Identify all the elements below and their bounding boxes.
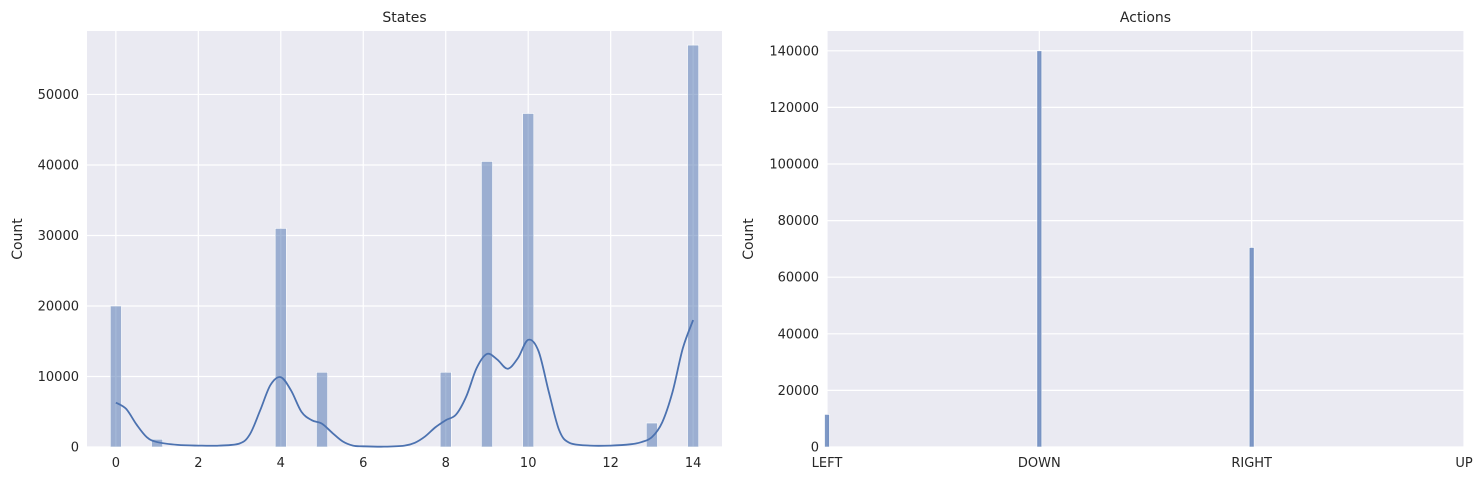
- y-tick-label: 10000: [38, 370, 79, 385]
- states-kde-line: [115, 319, 694, 448]
- actions-x-tick-labels: LEFT DOWN RIGHT UP: [812, 456, 1473, 471]
- y-tick-label: 50000: [38, 88, 79, 103]
- states-plot-area: [87, 31, 722, 447]
- states-y-axis-label: Count: [10, 218, 26, 260]
- bar: [316, 371, 328, 448]
- y-tick-label: 140000: [769, 44, 819, 59]
- x-tick-label: 2: [194, 456, 202, 471]
- y-tick-label: 120000: [769, 101, 819, 116]
- x-tick-label: 8: [442, 456, 450, 471]
- bar: [439, 371, 452, 448]
- states-y-tick-labels: 0 10000 20000 30000 40000 50000: [38, 88, 79, 456]
- x-tick-label: RIGHT: [1231, 456, 1272, 471]
- y-tick-label: 60000: [778, 271, 819, 286]
- y-tick-label: 80000: [778, 214, 819, 229]
- actions-plot-area: [827, 31, 1464, 447]
- bar: [1036, 50, 1043, 448]
- x-tick-label: LEFT: [812, 456, 843, 471]
- states-x-tick-labels: 0 2 4 6 8 10 12 14: [112, 456, 702, 471]
- bar: [481, 161, 493, 448]
- x-tick-label: 14: [685, 456, 702, 471]
- bar: [274, 228, 287, 448]
- y-tick-label: 100000: [769, 158, 819, 173]
- x-tick-label: UP: [1455, 456, 1473, 471]
- x-tick-label: 6: [359, 456, 367, 471]
- x-tick-label: 0: [112, 456, 120, 471]
- y-tick-label: 40000: [778, 327, 819, 342]
- bar: [687, 44, 700, 448]
- y-tick-label: 20000: [38, 299, 79, 314]
- actions-chart: LEFT DOWN RIGHT UP 0 20000 40000 60000 80000 100…: [741, 10, 1473, 471]
- y-tick-label: 0: [71, 441, 79, 456]
- x-tick-label: DOWN: [1018, 456, 1061, 471]
- bar: [646, 422, 658, 448]
- bar: [109, 305, 122, 448]
- x-tick-label: 12: [602, 456, 619, 471]
- actions-y-tick-labels: 0 20000 40000 60000 80000 100000 120000 140000: [769, 44, 819, 455]
- states-bars: [109, 44, 700, 448]
- y-tick-label: 30000: [38, 229, 79, 244]
- y-tick-label: 0: [811, 441, 819, 456]
- y-tick-label: 20000: [778, 384, 819, 399]
- states-chart: 0 2 4 6 8 10 12 14 0 10000 20000 30000 40000 50000 S…: [10, 10, 722, 471]
- states-title: States: [382, 10, 426, 26]
- bar: [522, 113, 535, 448]
- x-tick-label: 10: [520, 456, 537, 471]
- y-tick-label: 40000: [38, 158, 79, 173]
- actions-bars: [824, 50, 1255, 448]
- actions-title: Actions: [1120, 10, 1171, 26]
- x-tick-label: 4: [277, 456, 285, 471]
- bar: [1248, 247, 1255, 448]
- actions-y-axis-label: Count: [741, 218, 757, 260]
- bar: [824, 414, 830, 448]
